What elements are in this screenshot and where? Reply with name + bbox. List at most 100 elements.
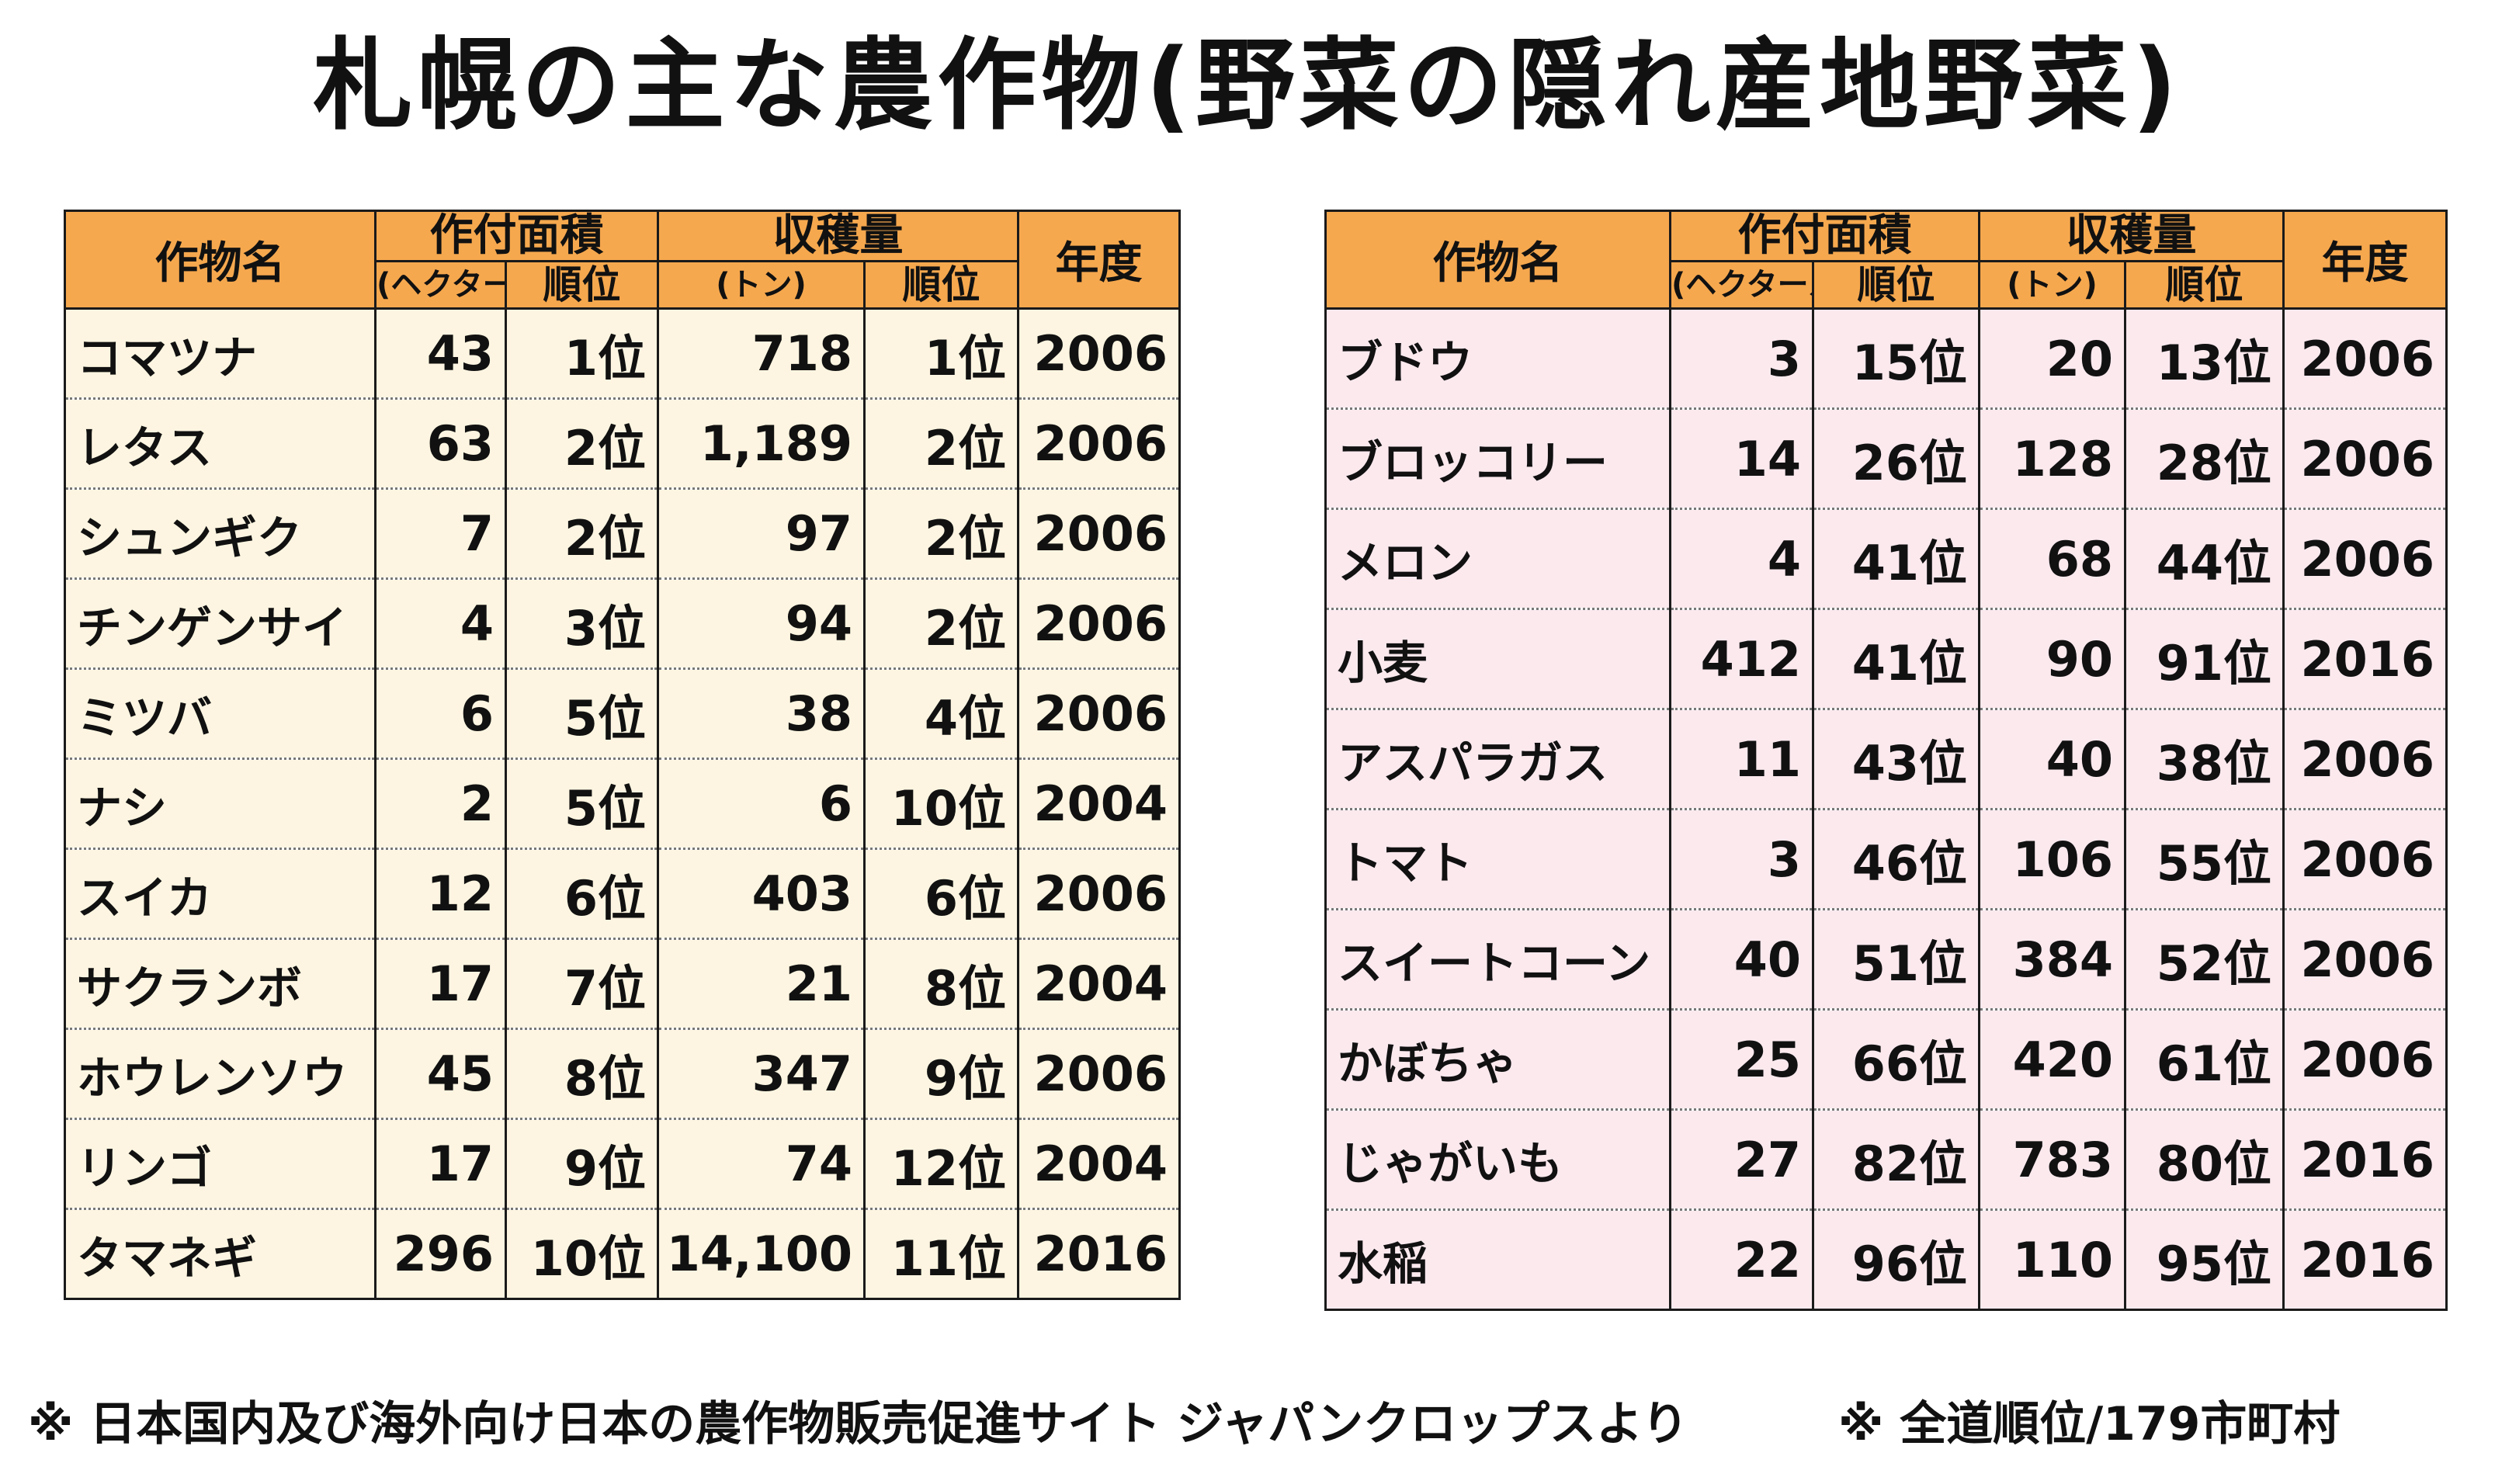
- area-rank-cell: 2位: [505, 487, 659, 580]
- crop-name-cell: ブロッコリー: [1324, 407, 1671, 510]
- header-harvest: 収穫量: [657, 210, 1019, 262]
- header-harvest-rank: 順位: [863, 260, 1019, 310]
- harvest-cell: 94: [657, 577, 866, 670]
- crop-name-cell: ブドウ: [1324, 307, 1671, 410]
- table-row: レタス 63 2位 1,189 2位 2006: [64, 397, 1181, 490]
- harvest-rank-cell: 1位: [863, 307, 1019, 400]
- table-row: ブロッコリー 14 26位 128 28位 2006: [1324, 407, 2448, 510]
- crop-name-cell: タマネギ: [64, 1208, 377, 1300]
- harvest-rank-cell: 2位: [863, 397, 1019, 490]
- header-area: 作付面積: [374, 210, 659, 262]
- header-area-rank: 順位: [1812, 260, 1980, 310]
- crop-name-cell: かぼちゃ: [1324, 1008, 1671, 1111]
- rank-footnote: ※ 全道順位/179市町村: [1838, 1397, 2341, 1451]
- table-row: トマト 3 46位 106 55位 2006: [1324, 808, 2448, 910]
- area-cell: 14: [1669, 407, 1814, 510]
- header-area-rank: 順位: [505, 260, 659, 310]
- harvest-cell: 718: [657, 307, 866, 400]
- area-rank-cell: 43位: [1812, 708, 1980, 810]
- crop-table-right: 作物名 作付面積 収穫量 年度 (ヘクタール) 順位 (トン) 順位 ブドウ31…: [1324, 210, 2448, 1311]
- year-cell: 2006: [2282, 307, 2448, 410]
- table-row: スイートコーン 40 51位 384 52位 2006: [1324, 908, 2448, 1011]
- area-rank-cell: 82位: [1812, 1108, 1980, 1211]
- harvest-rank-cell: 91位: [2124, 608, 2285, 710]
- year-cell: 2016: [2282, 1208, 2448, 1311]
- harvest-cell: 97: [657, 487, 866, 580]
- header-area-unit: (ヘクタール): [374, 260, 507, 310]
- harvest-rank-cell: 11位: [863, 1208, 1019, 1300]
- year-cell: 2006: [1017, 397, 1181, 490]
- table-row: 小麦 412 41位 90 91位 2016: [1324, 608, 2448, 710]
- harvest-cell: 347: [657, 1028, 866, 1120]
- area-rank-cell: 5位: [505, 667, 659, 760]
- harvest-rank-cell: 9位: [863, 1028, 1019, 1120]
- header-year: 年度: [1017, 210, 1181, 310]
- header-harvest-rank: 順位: [2124, 260, 2285, 310]
- year-cell: 2006: [1017, 577, 1181, 670]
- harvest-rank-cell: 2位: [863, 487, 1019, 580]
- area-cell: 22: [1669, 1208, 1814, 1311]
- year-cell: 2016: [2282, 1108, 2448, 1211]
- area-cell: 27: [1669, 1108, 1814, 1211]
- area-rank-cell: 6位: [505, 848, 659, 940]
- harvest-cell: 21: [657, 938, 866, 1030]
- year-cell: 2006: [1017, 307, 1181, 400]
- page-title: 札幌の主な農作物(野菜の隠れ産地野菜): [313, 28, 2182, 144]
- crop-name-cell: ナシ: [64, 758, 377, 850]
- header-harvest-unit: (トン): [657, 260, 866, 310]
- header-crop-name: 作物名: [1324, 210, 1671, 310]
- table-row: じゃがいも 27 82位 783 80位 2016: [1324, 1108, 2448, 1211]
- year-cell: 2016: [2282, 608, 2448, 710]
- year-cell: 2016: [1017, 1208, 1181, 1300]
- crop-name-cell: メロン: [1324, 508, 1671, 610]
- harvest-cell: 68: [1978, 508, 2126, 610]
- crop-name-cell: チンゲンサイ: [64, 577, 377, 670]
- area-cell: 25: [1669, 1008, 1814, 1111]
- harvest-cell: 90: [1978, 608, 2126, 710]
- area-cell: 63: [374, 397, 507, 490]
- harvest-rank-cell: 6位: [863, 848, 1019, 940]
- harvest-cell: 74: [657, 1118, 866, 1210]
- crop-table-left: 作物名 作付面積 収穫量 年度 (ヘクタール) 順位 (トン) 順位 コマツナ4…: [64, 210, 1181, 1300]
- year-cell: 2006: [2282, 808, 2448, 910]
- table-row: コマツナ 43 1位 718 1位 2006: [64, 307, 1181, 400]
- crop-name-cell: スイートコーン: [1324, 908, 1671, 1011]
- harvest-rank-cell: 80位: [2124, 1108, 2285, 1211]
- area-cell: 40: [1669, 908, 1814, 1011]
- harvest-rank-cell: 52位: [2124, 908, 2285, 1011]
- area-rank-cell: 46位: [1812, 808, 1980, 910]
- harvest-cell: 40: [1978, 708, 2126, 810]
- area-cell: 17: [374, 1118, 507, 1210]
- crop-name-cell: ミツバ: [64, 667, 377, 760]
- crop-name-cell: シュンギク: [64, 487, 377, 580]
- area-rank-cell: 15位: [1812, 307, 1980, 410]
- table-row: ナシ 2 5位 6 10位 2004: [64, 758, 1181, 850]
- harvest-cell: 6: [657, 758, 866, 850]
- crop-name-cell: スイカ: [64, 848, 377, 940]
- area-cell: 3: [1669, 307, 1814, 410]
- crop-name-cell: アスパラガス: [1324, 708, 1671, 810]
- header-harvest: 収穫量: [1978, 210, 2285, 262]
- harvest-rank-cell: 95位: [2124, 1208, 2285, 1311]
- table-row: ブドウ 3 15位 20 13位 2006: [1324, 307, 2448, 410]
- table-row: ミツバ 6 5位 38 4位 2006: [64, 667, 1181, 760]
- table-row: リンゴ 17 9位 74 12位 2004: [64, 1118, 1181, 1210]
- area-rank-cell: 66位: [1812, 1008, 1980, 1111]
- year-cell: 2006: [2282, 908, 2448, 1011]
- harvest-rank-cell: 44位: [2124, 508, 2285, 610]
- header-year: 年度: [2282, 210, 2448, 310]
- table-row: シュンギク 7 2位 97 2位 2006: [64, 487, 1181, 580]
- crop-name-cell: レタス: [64, 397, 377, 490]
- table-row: サクランボ 17 7位 21 8位 2004: [64, 938, 1181, 1030]
- area-cell: 4: [1669, 508, 1814, 610]
- harvest-cell: 14,100: [657, 1208, 866, 1300]
- area-cell: 7: [374, 487, 507, 580]
- year-cell: 2004: [1017, 1118, 1181, 1210]
- year-cell: 2006: [1017, 667, 1181, 760]
- header-harvest-unit: (トン): [1978, 260, 2126, 310]
- harvest-rank-cell: 8位: [863, 938, 1019, 1030]
- harvest-cell: 110: [1978, 1208, 2126, 1311]
- area-rank-cell: 1位: [505, 307, 659, 400]
- header-crop-name: 作物名: [64, 210, 377, 310]
- area-rank-cell: 9位: [505, 1118, 659, 1210]
